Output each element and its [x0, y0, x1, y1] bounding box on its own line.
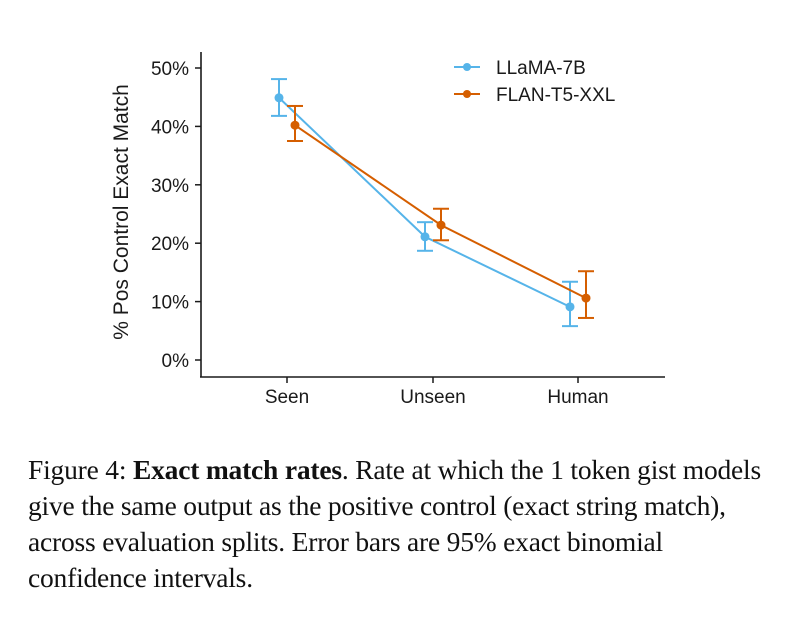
y-tick-label: 10% — [151, 293, 189, 314]
legend-item: LLaMA-7B — [454, 58, 586, 79]
figure-caption: Figure 4: Exact match rates. Rate at whi… — [28, 452, 768, 596]
legend-item: FLAN-T5-XXL — [454, 85, 615, 106]
y-ticks: 0% 10% 20% 30% 40% 50% — [151, 59, 201, 372]
chart: 0% 10% 20% 30% 40% 50% Seen Unseen Human % Pos … — [110, 52, 665, 408]
series-flan-t5-xxl — [287, 104, 594, 319]
legend: LLaMA-7B FLAN-T5-XXL — [454, 58, 615, 106]
x-tick-label: Human — [547, 387, 608, 408]
x-tick-label: Unseen — [400, 387, 466, 408]
y-axis-title: % Pos Control Exact Match — [110, 84, 133, 340]
y-tick-label: 40% — [151, 117, 189, 138]
y-tick-label: 20% — [151, 234, 189, 255]
data-point — [274, 93, 284, 103]
data-point — [581, 293, 591, 303]
x-tick-label: Seen — [265, 387, 309, 408]
legend-label: LLaMA-7B — [496, 58, 586, 79]
data-point — [565, 302, 575, 312]
data-point — [290, 120, 300, 130]
y-tick-label: 30% — [151, 176, 189, 197]
caption-bold-title: Exact match rates — [132, 454, 342, 485]
series-line — [278, 97, 571, 308]
legend-label: FLAN-T5-XXL — [496, 85, 615, 106]
y-tick-label: 50% — [151, 59, 189, 80]
caption-label: Figure 4: — [28, 454, 133, 485]
y-tick-label: 0% — [162, 351, 190, 372]
data-point — [420, 232, 430, 242]
series-llama-7b — [271, 78, 578, 328]
legend-swatch-point — [463, 63, 471, 71]
series-layer — [271, 78, 594, 328]
x-ticks: Seen Unseen Human — [265, 377, 609, 408]
legend-swatch-point — [463, 90, 471, 98]
caption-text: . Rate at which the 1 token gist models … — [28, 454, 761, 593]
data-point — [436, 220, 446, 230]
